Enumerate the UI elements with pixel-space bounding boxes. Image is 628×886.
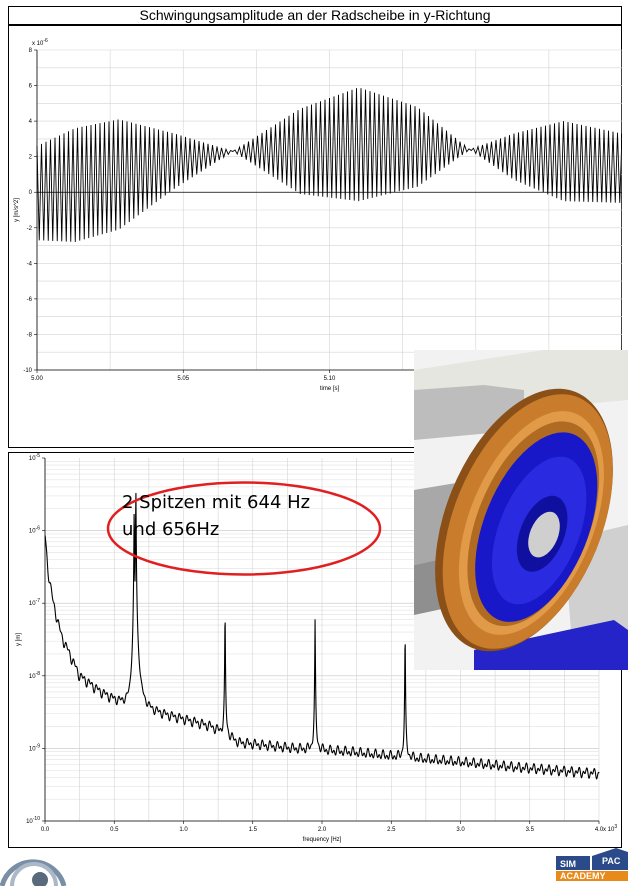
time-y-tick-label: -2 (27, 226, 33, 232)
logo-text-academy: ACADEMY (560, 871, 606, 881)
time-y-tick-label: 4 (29, 119, 33, 125)
frequency-series-line (44, 492, 600, 780)
time-y-axis-label: y [m/s^2] (14, 198, 20, 222)
time-x-tick-label: 5.00 (31, 376, 43, 382)
peak-callout-ellipse (106, 481, 382, 576)
frequency-x-tick-label: 2.5 (387, 827, 396, 833)
simpack-academy-logo-icon: SIM PAC ACADEMY (556, 848, 628, 881)
peak-callout-label: 2 Spitzen mit 644 Hz und 656Hz (122, 492, 311, 540)
time-y-tick-label: 6 (29, 84, 33, 90)
frequency-y-axis-label: y [m] (16, 633, 22, 646)
frequency-x-tick-label: 0.5 (110, 827, 119, 833)
frequency-y-tick-label: 10-10 (26, 816, 40, 825)
frequency-x-tick-label: 3.0 (456, 827, 465, 833)
frequency-x-scale-label: x 103 (603, 824, 617, 833)
chart-title: Schwingungsamplitude an der Radscheibe i… (8, 6, 622, 25)
time-y-tick-label: -8 (27, 332, 33, 338)
time-x-axis-label: time [s] (320, 386, 340, 392)
logo-text-pac: PAC (602, 856, 621, 866)
time-y-tick-label: -4 (27, 261, 33, 267)
time-y-tick-label: 2 (29, 155, 33, 161)
time-y-tick-label: -10 (23, 368, 32, 374)
time-y-tick-label: 8 (29, 48, 33, 54)
frequency-y-tick-label: 10-6 (29, 526, 40, 535)
time-x-tick-label: 5.10 (324, 376, 336, 382)
frequency-x-tick-label: 2.0 (318, 827, 327, 833)
time-waveform (36, 88, 622, 242)
time-series-line (36, 88, 622, 242)
frequency-x-tick-label: 4.0 (595, 827, 604, 833)
frequency-x-tick-label: 0.0 (41, 827, 50, 833)
frequency-y-tick-label: 10-8 (29, 671, 40, 680)
frequency-x-axis-label: frequency [Hz] (303, 837, 342, 843)
frequency-y-tick-label: 10-5 (29, 453, 40, 462)
logo-text-sim: SIM (560, 859, 576, 869)
ring-logo-icon (0, 859, 67, 886)
wheel-model-image (414, 350, 628, 670)
frequency-spectrum-line (44, 492, 600, 780)
time-x-tick-label: 5.05 (177, 376, 189, 382)
frequency-x-tick-label: 3.5 (526, 827, 535, 833)
wheel-render (414, 350, 628, 670)
time-y-tick-label: 0 (29, 190, 33, 196)
frequency-y-tick-label: 10-7 (29, 598, 40, 607)
time-y-tick-label: -6 (27, 297, 33, 303)
time-y-scale-label: x 10-6 (32, 38, 48, 47)
frequency-y-tick-label: 10-9 (29, 743, 40, 752)
frequency-axes: 10-5 10-6 10-7 10-8 10-9 10-100.0 0.5 1.0 1.5 2.0… (26, 453, 604, 833)
frequency-x-tick-label: 1.0 (179, 827, 188, 833)
frequency-x-tick-label: 1.5 (249, 827, 258, 833)
